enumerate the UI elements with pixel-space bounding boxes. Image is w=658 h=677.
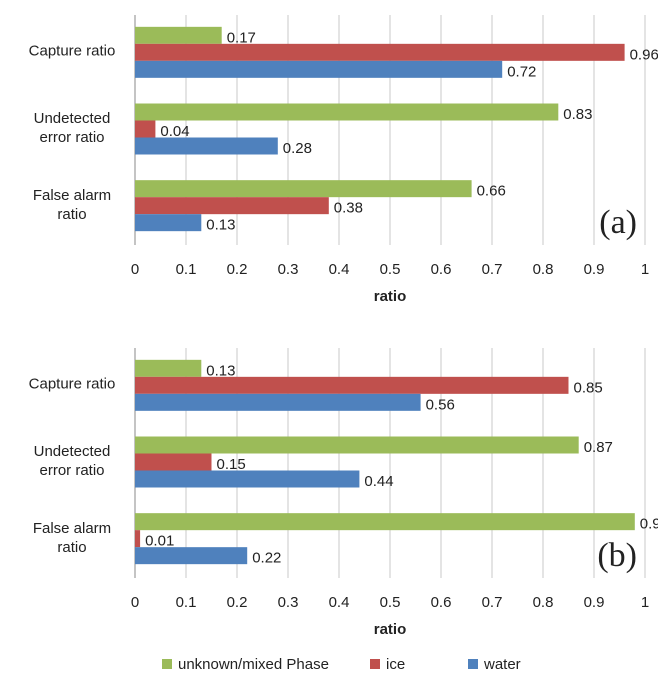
bar: [135, 197, 329, 215]
bar: [135, 436, 579, 454]
panel-label: (b): [597, 537, 637, 574]
bar: [135, 393, 421, 411]
bar: [135, 26, 222, 44]
x-tick-label: 0.6: [431, 594, 452, 611]
panel-label: (a): [599, 204, 637, 241]
value-label: 0.87: [584, 439, 613, 456]
x-axis-title: ratio: [374, 288, 407, 305]
x-tick-label: 1: [641, 594, 649, 611]
legend-swatch: [468, 659, 478, 669]
bar: [135, 137, 278, 155]
value-label: 0.83: [563, 106, 592, 123]
x-tick-label: 0.3: [278, 594, 299, 611]
x-tick-label: 0.3: [278, 261, 299, 278]
bar: [135, 60, 503, 78]
x-tick-label: 0.2: [227, 261, 248, 278]
bar: [135, 120, 156, 138]
x-tick-label: 0.9: [584, 594, 605, 611]
bar: [135, 530, 141, 548]
value-label: 0.96: [630, 46, 658, 63]
category-label: Undetected error ratio: [33, 110, 111, 146]
value-label: 0.98: [640, 516, 658, 533]
bar: [135, 470, 360, 488]
value-label: 0.38: [334, 200, 363, 217]
value-label: 0.44: [364, 473, 393, 490]
x-tick-label: 0.6: [431, 261, 452, 278]
x-tick-label: 0.8: [533, 594, 554, 611]
x-tick-label: 0.5: [380, 594, 401, 611]
category-label: False alarm ratio: [32, 186, 112, 223]
x-tick-label: 0.4: [329, 261, 350, 278]
x-tick-label: 0: [131, 594, 139, 611]
legend-label: ice: [386, 656, 405, 673]
x-tick-label: 0.8: [533, 261, 554, 278]
x-tick-label: 0.7: [482, 261, 503, 278]
value-label: 0.01: [145, 533, 174, 550]
legend-swatch: [370, 659, 380, 669]
x-tick-label: 0.9: [584, 261, 605, 278]
x-tick-label: 0.4: [329, 594, 350, 611]
x-tick-label: 0.7: [482, 594, 503, 611]
bar: [135, 214, 202, 232]
x-tick-label: 1: [641, 261, 649, 278]
bar: [135, 103, 559, 121]
category-label: Undetected error ratio: [33, 443, 111, 479]
value-label: 0.56: [426, 396, 455, 413]
value-label: 0.66: [477, 183, 506, 200]
legend-label: unknown/mixed Phase: [178, 656, 329, 673]
x-tick-label: 0.5: [380, 261, 401, 278]
category-label: Capture ratio: [28, 375, 116, 393]
legend-swatch: [162, 659, 172, 669]
value-label: 0.13: [206, 217, 235, 234]
bar: [135, 453, 212, 471]
bar: [135, 180, 472, 198]
value-label: 0.22: [252, 550, 281, 567]
x-tick-label: 0.1: [176, 261, 197, 278]
x-tick-label: 0.1: [176, 594, 197, 611]
value-label: 0.17: [227, 29, 256, 46]
x-axis-title: ratio: [374, 621, 407, 638]
bar: [135, 547, 248, 565]
category-label: False alarm ratio: [32, 519, 112, 556]
value-label: 0.13: [206, 362, 235, 379]
x-tick-label: 0.2: [227, 594, 248, 611]
bar: [135, 359, 202, 377]
bar: [135, 513, 635, 531]
value-label: 0.85: [574, 379, 603, 396]
value-label: 0.15: [217, 456, 246, 473]
category-label: Capture ratio: [28, 42, 116, 60]
value-label: 0.04: [160, 123, 189, 140]
bar: [135, 43, 625, 61]
legend-label: water: [483, 656, 521, 673]
bar: [135, 376, 569, 394]
value-label: 0.28: [283, 140, 312, 157]
x-tick-label: 0: [131, 261, 139, 278]
value-label: 0.72: [507, 63, 536, 80]
